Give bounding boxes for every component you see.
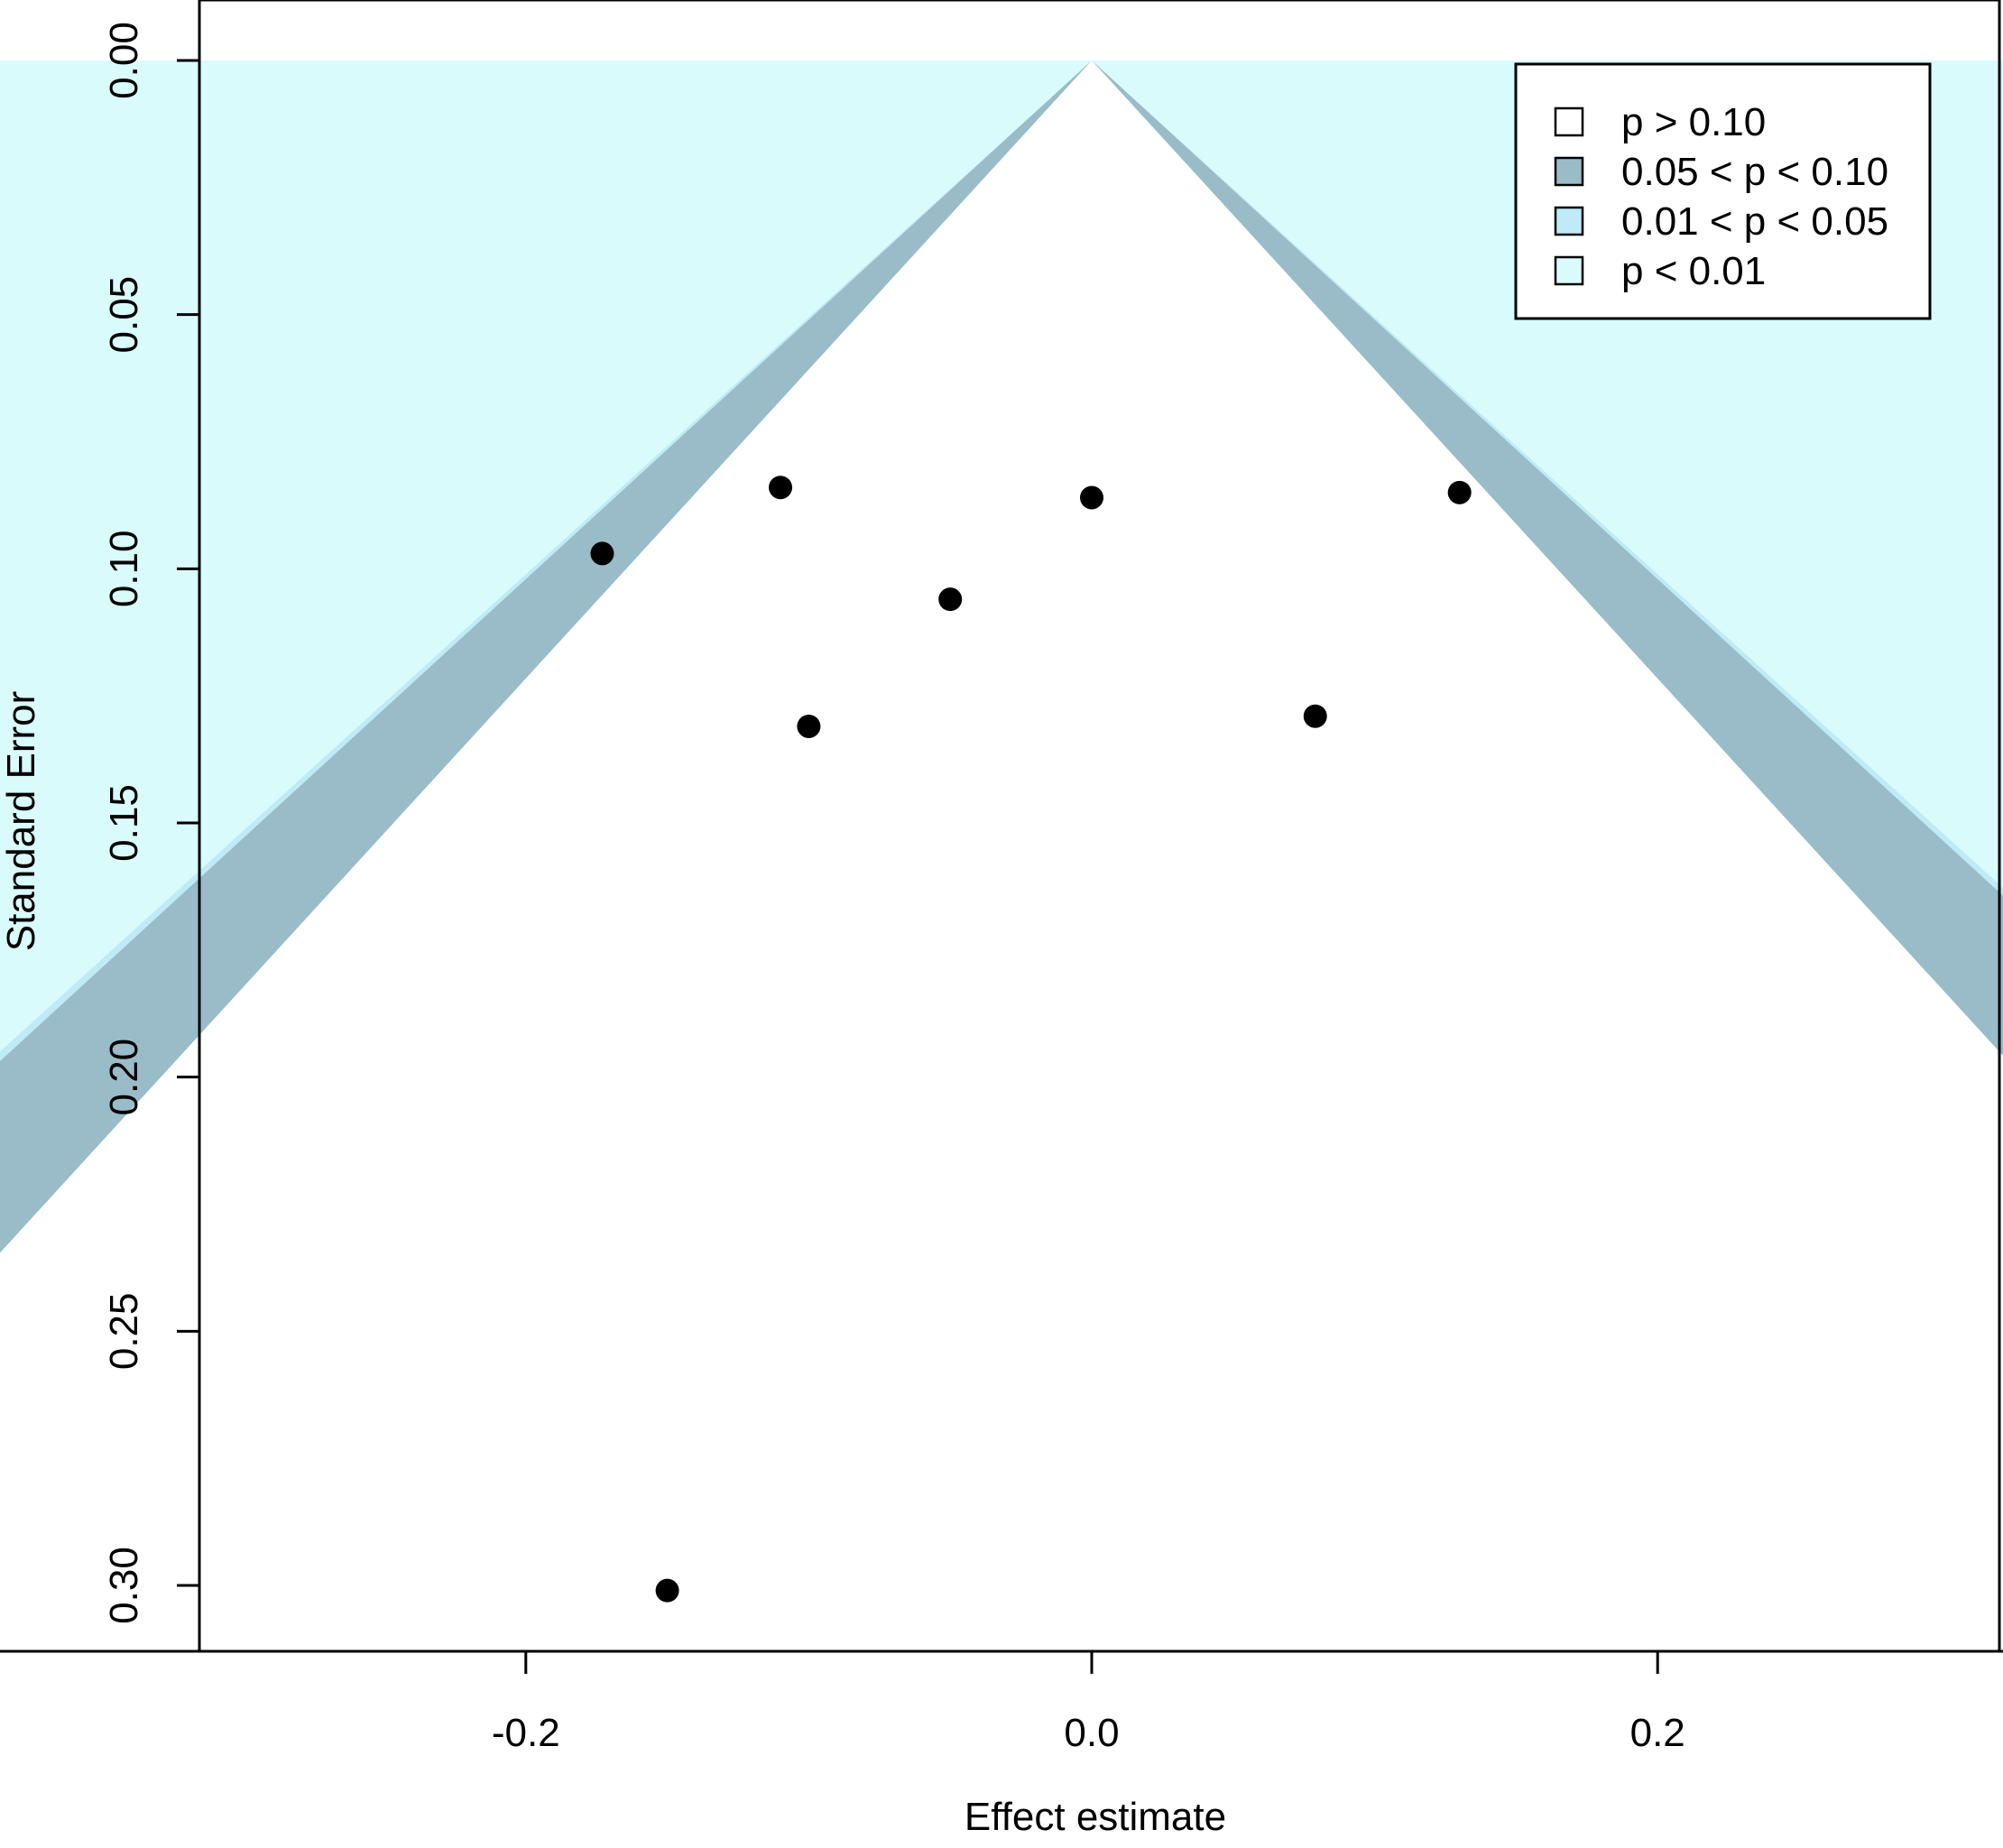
data-point-7 — [1303, 704, 1327, 728]
x-tick-label-2: -0.2 — [492, 1711, 560, 1755]
legend: p > 0.10 0.05 < p < 0.10 0.01 < p < 0.05 p … — [1514, 62, 1932, 320]
legend-label-4: p < 0.01 — [1621, 249, 1766, 293]
data-point-9 — [655, 1578, 679, 1603]
data-points — [590, 476, 1472, 1603]
y-tick-label-6: 0.30 — [102, 1547, 146, 1624]
contour-region-p-0.10 — [0, 60, 2003, 1585]
legend-box — [1514, 62, 1932, 320]
data-point-3 — [1447, 480, 1472, 504]
legend-swatch-3 — [1554, 206, 1584, 236]
y-axis-title: Standard Error — [0, 691, 43, 952]
data-point-4 — [590, 541, 614, 566]
y-tick-label-1: 0.05 — [102, 276, 146, 354]
legend-swatch-2 — [1554, 156, 1584, 187]
y-tick-label-2: 0.10 — [102, 531, 146, 608]
data-point-6 — [797, 714, 821, 738]
y-tick-label-5: 0.25 — [102, 1293, 146, 1371]
data-point-2 — [1080, 485, 1103, 510]
legend-swatch-4 — [1554, 255, 1584, 286]
y-tick-label-4: 0.20 — [102, 1039, 146, 1116]
legend-label-2: 0.05 < p < 0.10 — [1621, 150, 1888, 194]
y-tick-label-3: 0.15 — [102, 784, 146, 862]
x-axis-title: Effect estimate — [965, 1795, 1226, 1839]
x-tick-label-4: 0.2 — [1630, 1711, 1685, 1755]
data-point-1 — [769, 476, 793, 500]
legend-label-1: p > 0.10 — [1621, 100, 1766, 144]
legend-swatch-1 — [1554, 106, 1584, 137]
x-axis: -0.6-0.4-0.20.00.20.40.6 — [0, 1649, 2003, 1755]
legend-label-3: 0.01 < p < 0.05 — [1621, 199, 1888, 244]
x-tick-label-3: 0.0 — [1064, 1711, 1119, 1755]
y-tick-label-0: 0.00 — [102, 22, 146, 99]
y-axis: 0.00 0.05 0.10 0.15 0.20 0.25 0.30 — [102, 22, 201, 1624]
data-point-5 — [938, 587, 963, 612]
